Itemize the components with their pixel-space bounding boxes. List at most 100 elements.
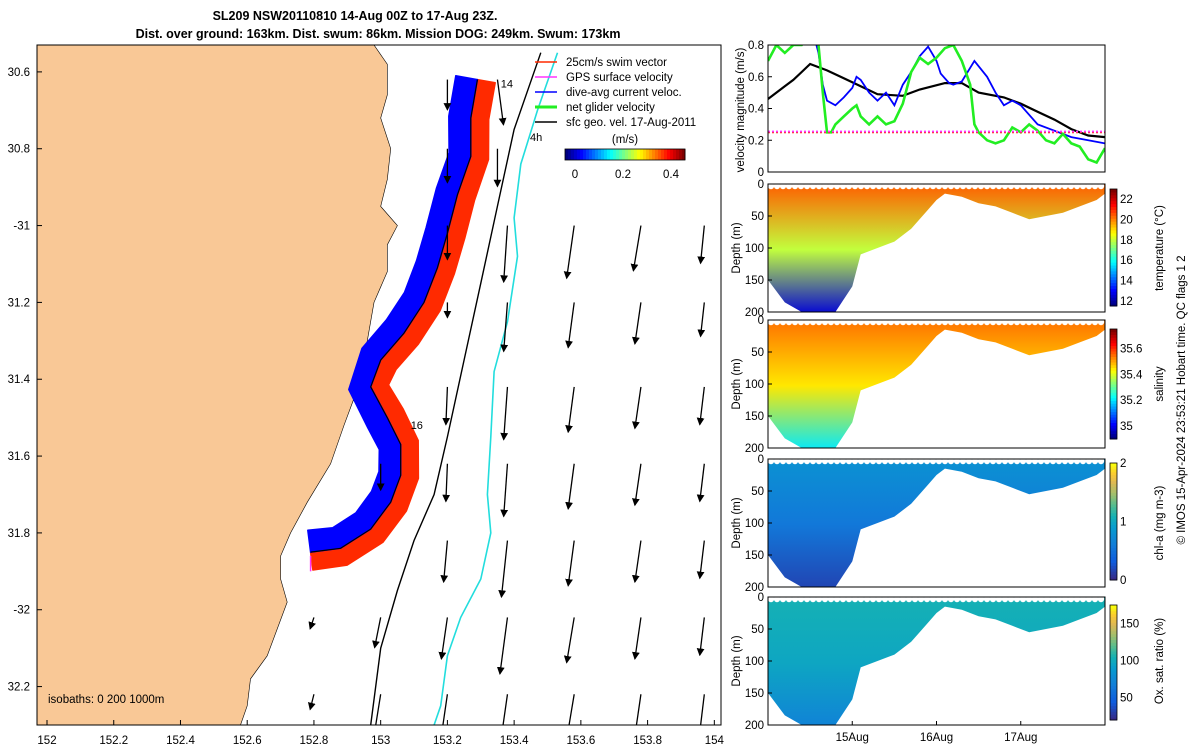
chl-a-data-area bbox=[768, 459, 1105, 587]
colorbar-segment bbox=[1110, 639, 1117, 643]
colorbar-tick-label: 16 bbox=[1120, 255, 1133, 267]
surface-scallop bbox=[809, 320, 817, 326]
surface-scallop bbox=[1073, 184, 1081, 190]
colorbar-segment bbox=[1110, 362, 1117, 366]
surface-scallop bbox=[887, 320, 895, 326]
surface-scallop bbox=[1013, 184, 1021, 190]
colorbar-segment bbox=[1110, 530, 1117, 534]
surface-scallop bbox=[821, 459, 829, 465]
colorbar-segment bbox=[1110, 194, 1117, 199]
map-x-tick-label: 153.8 bbox=[633, 735, 662, 747]
colorbar-segment bbox=[1110, 565, 1117, 569]
colorbar-segment bbox=[634, 149, 638, 160]
colorbar-segment bbox=[577, 149, 581, 160]
map-x-tick-label: 153.6 bbox=[566, 735, 595, 747]
colorbar-segment bbox=[598, 149, 602, 160]
colorbar-segment bbox=[1110, 414, 1117, 418]
surface-scallop bbox=[869, 184, 877, 190]
colorbar-segment bbox=[1110, 238, 1117, 243]
colorbar-segment bbox=[1110, 212, 1117, 216]
colorbar-segment bbox=[1110, 359, 1117, 363]
surface-scallop bbox=[1061, 597, 1069, 603]
oxygen-data-area bbox=[768, 597, 1105, 725]
colorbar-segment bbox=[667, 149, 671, 160]
surface-scallop bbox=[863, 320, 871, 326]
geo-velocity-vector bbox=[631, 540, 642, 584]
colorbar-segment bbox=[604, 149, 608, 160]
colorbar-segment bbox=[1110, 232, 1117, 237]
surface-scallop bbox=[881, 597, 889, 603]
surface-scallop bbox=[917, 459, 925, 465]
colorbar-tick-label: 0 bbox=[572, 169, 578, 181]
depth-tick-label: 100 bbox=[745, 243, 764, 255]
velocity-series-geo bbox=[768, 62, 1105, 139]
geo-velocity-vector bbox=[563, 617, 575, 664]
colorbar-segment bbox=[673, 149, 677, 160]
colorbar-segment bbox=[628, 149, 632, 160]
map-y-tick-label: 30.8 bbox=[8, 144, 30, 156]
surface-scallop bbox=[929, 320, 937, 326]
colorbar-segment bbox=[1110, 381, 1117, 385]
surface-scallop bbox=[875, 597, 883, 603]
colorbar-segment bbox=[1110, 378, 1117, 382]
colorbar-segment bbox=[1110, 400, 1117, 404]
colorbar-segment bbox=[1110, 527, 1117, 531]
colorbar-frame bbox=[564, 148, 686, 161]
surface-scallop bbox=[815, 597, 823, 603]
surface-scallop bbox=[1049, 184, 1057, 190]
surface-scallop bbox=[1001, 459, 1009, 465]
velocity-series-net bbox=[768, 45, 1105, 165]
surface-scallop bbox=[1037, 320, 1045, 326]
colorbar-segment bbox=[1110, 630, 1117, 635]
colorbar-segment bbox=[1110, 691, 1117, 695]
surface-scallop bbox=[869, 320, 877, 326]
isobath-200m-line bbox=[370, 52, 542, 725]
surface-scallop bbox=[833, 597, 841, 603]
geo-velocity-vector bbox=[307, 694, 316, 711]
colorbar-segment bbox=[1110, 364, 1117, 368]
surface-scallop bbox=[839, 459, 847, 465]
colorbar-segment bbox=[1110, 191, 1117, 196]
geo-velocity-vector bbox=[371, 694, 382, 725]
surface-scallop bbox=[827, 184, 835, 190]
map-legend: 25cm/s swim vector GPS surface velocity di… bbox=[535, 57, 696, 129]
surface-scallop bbox=[875, 459, 883, 465]
colorbar-segment bbox=[1110, 430, 1117, 434]
surface-scallop bbox=[857, 320, 865, 326]
surface-scallop bbox=[1007, 320, 1015, 326]
colorbar-segment bbox=[1110, 419, 1117, 423]
surface-scallop bbox=[839, 184, 847, 190]
surface-scallop bbox=[1055, 597, 1063, 603]
surface-scallop bbox=[875, 184, 883, 190]
surface-scallop bbox=[989, 459, 997, 465]
surface-scallop bbox=[971, 320, 979, 326]
surface-scallop bbox=[779, 184, 787, 190]
colorbar-segment bbox=[1110, 241, 1117, 246]
colorbar-segment bbox=[1110, 515, 1117, 520]
surface-scallop bbox=[803, 459, 811, 465]
surface-scallop bbox=[953, 320, 961, 326]
surface-scallop bbox=[1043, 459, 1051, 465]
surface-scallop bbox=[989, 184, 997, 190]
map-y-tick-label: 31.8 bbox=[8, 528, 30, 540]
colorbar-segment bbox=[1110, 607, 1117, 612]
colorbar-segment bbox=[1110, 331, 1117, 335]
surface-scallop bbox=[977, 459, 985, 465]
colorbar-label: (m/s) bbox=[612, 134, 638, 146]
surface-scallop bbox=[1091, 459, 1099, 465]
colorbar-segment bbox=[613, 149, 617, 160]
velocity-y-tick-label: 0.6 bbox=[748, 72, 764, 84]
geo-velocity-vector bbox=[442, 386, 451, 426]
colorbar-segment bbox=[1110, 550, 1117, 555]
surface-scallop bbox=[1061, 184, 1069, 190]
surface-scallop bbox=[1073, 597, 1081, 603]
colorbar-segment bbox=[1110, 645, 1117, 649]
colorbar-tick-label: 35.6 bbox=[1120, 343, 1142, 355]
depth-axis-label: Depth (m) bbox=[731, 635, 743, 686]
colorbar-tick-label: 2 bbox=[1120, 458, 1126, 470]
colorbar-segment bbox=[646, 149, 650, 160]
surface-scallop bbox=[971, 184, 979, 190]
surface-scallop bbox=[959, 184, 967, 190]
colorbar-tick-label: 100 bbox=[1120, 656, 1139, 668]
surface-scallop bbox=[923, 320, 931, 326]
